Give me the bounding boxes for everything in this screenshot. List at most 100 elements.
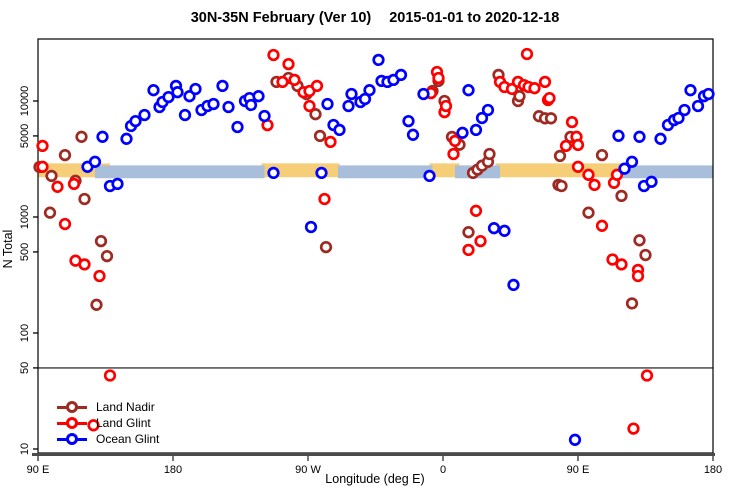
y-tick-label: 50 <box>19 362 31 374</box>
point-land-glint <box>324 135 337 149</box>
x-axis-title: Longitude (deg E) <box>325 472 425 486</box>
point-land-nadir <box>309 108 322 121</box>
point-ocean-glint <box>568 433 582 446</box>
point-land-glint <box>627 422 640 435</box>
legend-label: Land Nadir <box>96 400 155 414</box>
point-ocean-glint <box>252 90 265 103</box>
point-land-nadir <box>483 147 496 161</box>
x-tick-label: 180 <box>164 464 182 476</box>
point-land-nadir <box>319 240 333 254</box>
point-land-glint <box>543 91 556 105</box>
point-land-nadir <box>43 206 57 219</box>
point-land-glint <box>610 168 624 181</box>
point-ocean-glint <box>111 177 124 191</box>
point-ocean-glint <box>333 123 346 137</box>
point-land-glint <box>78 258 91 271</box>
point-land-glint <box>276 75 289 89</box>
point-ocean-glint <box>475 111 489 125</box>
point-ocean-glint <box>645 175 658 188</box>
point-land-nadir <box>582 206 595 219</box>
point-land-glint <box>310 79 324 93</box>
point-ocean-glint <box>394 68 408 82</box>
point-ocean-glint <box>456 126 469 139</box>
point-land-nadir <box>462 226 475 239</box>
point-ocean-glint <box>189 82 202 96</box>
point-ocean-glint <box>487 222 501 235</box>
point-land-glint <box>462 243 475 257</box>
point-ocean-glint <box>633 130 646 143</box>
legend-label: Ocean Glint <box>96 432 160 446</box>
y-tick-label: 500 <box>19 243 31 261</box>
point-land-nadir <box>625 297 639 310</box>
point-land-glint <box>571 160 585 173</box>
chart-title-main: 30N-35N February (Ver 10) <box>190 10 372 26</box>
band-land-segment <box>495 163 625 178</box>
point-ocean-glint <box>162 90 175 104</box>
point-land-glint <box>474 234 487 248</box>
point-land-nadir <box>100 249 114 263</box>
point-land-glint <box>615 258 628 271</box>
point-land-nadir <box>94 234 108 248</box>
x-tick-label: 90 E <box>27 464 50 476</box>
point-land-glint <box>448 134 462 148</box>
point-ocean-glint <box>691 99 705 113</box>
point-ocean-glint <box>267 166 280 180</box>
point-ocean-glint <box>423 169 436 183</box>
point-land-glint <box>36 160 49 173</box>
point-ocean-glint <box>481 103 495 117</box>
ocean-glint-marker-icon <box>57 431 87 447</box>
point-land-nadir <box>75 130 88 143</box>
point-land-glint <box>288 73 301 87</box>
point-land-nadir <box>45 169 58 183</box>
legend-item-land-glint: Land Glint <box>57 415 159 431</box>
y-tick-label: 1000 <box>19 205 31 229</box>
point-ocean-glint <box>321 97 334 111</box>
point-ocean-glint <box>345 87 358 101</box>
point-ocean-glint <box>678 103 691 117</box>
land-glint-marker-icon <box>57 415 87 431</box>
point-land-nadir <box>553 149 567 163</box>
point-ocean-glint <box>498 224 511 237</box>
point-land-glint <box>571 138 585 152</box>
point-ocean-glint <box>406 128 420 141</box>
point-land-glint <box>538 75 552 89</box>
point-land-glint <box>318 192 331 206</box>
x-tick-label: 90 W <box>295 464 321 476</box>
band-land-segment <box>429 163 460 178</box>
point-land-glint <box>559 139 573 153</box>
point-land-glint <box>439 99 453 113</box>
point-ocean-glint <box>672 111 685 125</box>
land-nadir-marker-icon <box>57 399 87 415</box>
point-ocean-glint <box>702 87 715 101</box>
point-land-glint <box>432 71 445 85</box>
point-land-glint <box>87 419 100 432</box>
y-tick-label: 10000 <box>19 86 31 117</box>
point-ocean-glint <box>469 123 483 137</box>
point-land-glint <box>267 48 280 62</box>
point-land-glint <box>103 369 117 382</box>
chart-title: 30N-35N February (Ver 10) 2015-01-01 to 2… <box>0 10 750 26</box>
point-land-glint <box>303 99 316 113</box>
point-ocean-glint <box>147 84 160 97</box>
point-ocean-glint <box>654 132 667 145</box>
point-land-nadir <box>513 90 526 103</box>
point-land-nadir <box>555 179 568 193</box>
point-land-nadir <box>544 112 558 125</box>
point-ocean-glint <box>222 100 235 114</box>
point-land-glint <box>520 47 534 61</box>
point-land-glint <box>282 57 295 71</box>
point-ocean-glint <box>315 166 328 180</box>
point-ocean-glint <box>417 87 430 101</box>
point-ocean-glint <box>171 86 184 99</box>
plot-border <box>37 38 714 454</box>
point-ocean-glint <box>178 108 192 122</box>
point-land-glint <box>58 217 72 231</box>
point-ocean-glint <box>684 84 697 97</box>
point-land-nadir <box>313 129 327 143</box>
legend-item-land-nadir: Land Nadir <box>57 399 159 415</box>
point-ocean-glint <box>618 162 631 175</box>
point-ocean-glint <box>244 98 258 112</box>
point-land-nadir <box>595 148 609 162</box>
point-land-glint <box>447 147 460 161</box>
